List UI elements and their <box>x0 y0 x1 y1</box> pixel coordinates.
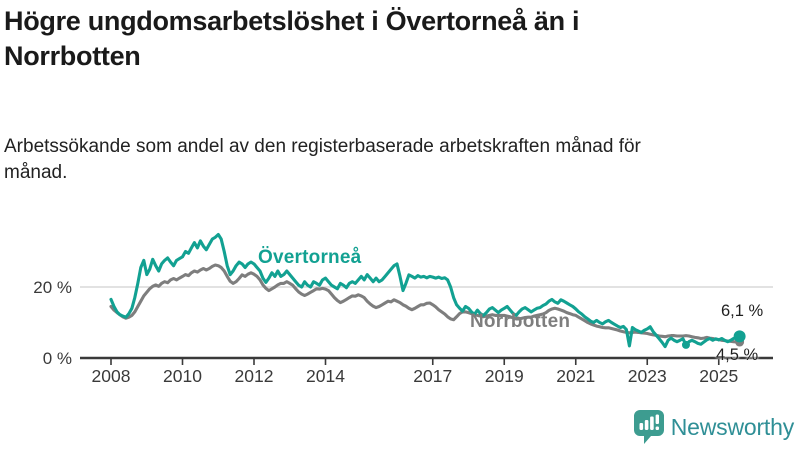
x-tick-label-2019: 2019 <box>484 366 524 386</box>
y-axis-label-20: 20 % <box>33 278 72 297</box>
x-tick-label-2023: 2023 <box>627 366 667 386</box>
chart-subtitle: Arbetssökande som andel av den registerb… <box>4 136 641 183</box>
x-tick-label-2010: 2010 <box>163 366 202 386</box>
x-tick-label-2012: 2012 <box>234 366 274 386</box>
page-title: Högre ungdomsarbetslöshet i Övertorneå ä… <box>4 6 580 71</box>
x-tick-label-2025: 2025 <box>699 366 739 386</box>
y-axis-label-0: 0 % <box>42 349 72 368</box>
series-label-norrbotten: Norrbotten <box>470 311 571 332</box>
series-label-overtornea: Övertorneå <box>258 247 362 268</box>
marker-dot <box>681 340 690 349</box>
line-norrbotten <box>109 263 742 344</box>
line-chart <box>80 232 773 365</box>
newsworthy-logo[interactable]: Newsworthy <box>633 410 794 444</box>
line-overtornea <box>109 232 742 349</box>
end-value-norrbotten: 4,5 % <box>716 346 759 364</box>
end-value-overtornea: 6,1 % <box>721 302 764 320</box>
x-tick-label-2014: 2014 <box>306 366 345 386</box>
x-tick-label-2017: 2017 <box>413 366 453 386</box>
bar-chart-pin-icon <box>633 410 664 444</box>
logo-text: Newsworthy <box>670 413 794 440</box>
end-dot-overtornea <box>733 330 746 343</box>
x-tick-label-2021: 2021 <box>556 366 596 386</box>
x-tick-label-2008: 2008 <box>91 366 131 386</box>
